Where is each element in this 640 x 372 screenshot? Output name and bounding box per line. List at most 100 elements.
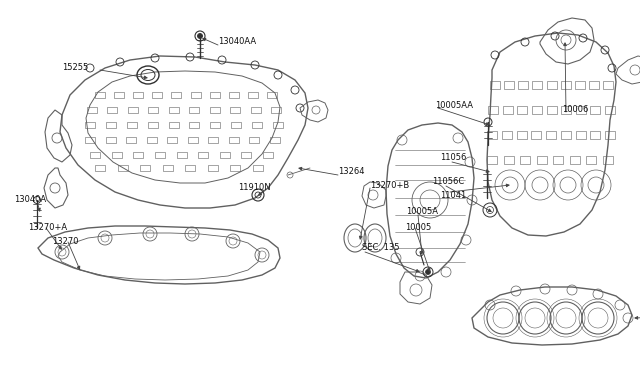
Bar	[229, 137, 239, 143]
Bar	[85, 137, 95, 143]
Bar	[111, 152, 122, 158]
Bar	[210, 92, 220, 98]
Bar	[273, 122, 283, 128]
Bar	[95, 92, 105, 98]
Bar	[133, 152, 143, 158]
Bar	[267, 92, 277, 98]
Text: 13264: 13264	[338, 167, 365, 176]
Bar	[126, 137, 136, 143]
Circle shape	[426, 269, 431, 275]
Bar	[532, 106, 542, 114]
Bar	[152, 92, 163, 98]
Bar	[516, 131, 527, 139]
Bar	[228, 92, 239, 98]
Bar	[488, 106, 498, 114]
Bar	[148, 122, 157, 128]
Bar	[114, 92, 124, 98]
Bar	[487, 156, 497, 164]
Bar	[209, 137, 218, 143]
Bar	[502, 106, 513, 114]
Bar	[586, 156, 596, 164]
Bar	[133, 92, 143, 98]
Bar	[531, 131, 541, 139]
Bar	[167, 137, 177, 143]
Bar	[517, 106, 527, 114]
Bar	[561, 106, 571, 114]
Bar	[147, 137, 157, 143]
Text: 13270+A: 13270+A	[28, 224, 67, 232]
Bar	[140, 165, 150, 171]
Bar	[95, 165, 105, 171]
Bar	[537, 156, 547, 164]
Bar	[575, 81, 585, 89]
Text: 11056: 11056	[440, 154, 467, 163]
Text: 13040A: 13040A	[14, 196, 46, 205]
Bar	[168, 122, 179, 128]
Bar	[106, 137, 116, 143]
Bar	[230, 107, 240, 113]
Bar	[271, 107, 281, 113]
Bar	[220, 152, 230, 158]
Bar	[188, 137, 198, 143]
Bar	[605, 131, 615, 139]
Bar	[576, 106, 586, 114]
Text: SEC. 135: SEC. 135	[362, 244, 399, 253]
Bar	[250, 107, 260, 113]
Bar	[250, 137, 259, 143]
Bar	[547, 106, 557, 114]
Bar	[108, 107, 118, 113]
Bar	[210, 107, 220, 113]
Bar	[546, 131, 556, 139]
Bar	[127, 122, 137, 128]
Bar	[208, 165, 218, 171]
Bar	[186, 165, 195, 171]
Bar	[189, 107, 199, 113]
Bar	[172, 92, 182, 98]
Bar	[252, 122, 262, 128]
Bar	[85, 122, 95, 128]
Text: 13270+B: 13270+B	[370, 180, 409, 189]
Bar	[191, 92, 200, 98]
Text: 11056C: 11056C	[432, 177, 464, 186]
Bar	[177, 152, 186, 158]
Bar	[231, 122, 241, 128]
Text: 11910N: 11910N	[238, 183, 271, 192]
Bar	[561, 81, 571, 89]
Bar	[128, 107, 138, 113]
Bar	[263, 152, 273, 158]
Bar	[241, 152, 252, 158]
Text: 13040AA: 13040AA	[218, 38, 256, 46]
Text: 15255: 15255	[62, 64, 88, 73]
Bar	[487, 131, 497, 139]
Bar	[590, 131, 600, 139]
Bar	[590, 106, 600, 114]
Bar	[520, 156, 530, 164]
Bar	[253, 165, 263, 171]
Text: 10005: 10005	[405, 224, 431, 232]
Text: 11041: 11041	[440, 190, 467, 199]
Bar	[169, 107, 179, 113]
Text: 13270: 13270	[52, 237, 79, 247]
Bar	[605, 106, 615, 114]
Bar	[211, 122, 220, 128]
Bar	[248, 92, 258, 98]
Bar	[106, 122, 116, 128]
Bar	[90, 152, 100, 158]
Bar	[148, 107, 158, 113]
Circle shape	[198, 33, 202, 38]
Bar	[270, 137, 280, 143]
Bar	[603, 81, 613, 89]
Bar	[118, 165, 127, 171]
Bar	[189, 122, 200, 128]
Bar	[589, 81, 599, 89]
Bar	[547, 81, 557, 89]
Bar	[504, 156, 513, 164]
Bar	[87, 107, 97, 113]
Bar	[490, 81, 500, 89]
Bar	[230, 165, 241, 171]
Bar	[198, 152, 208, 158]
Bar	[554, 156, 563, 164]
Bar	[603, 156, 613, 164]
Bar	[504, 81, 514, 89]
Bar	[502, 131, 512, 139]
